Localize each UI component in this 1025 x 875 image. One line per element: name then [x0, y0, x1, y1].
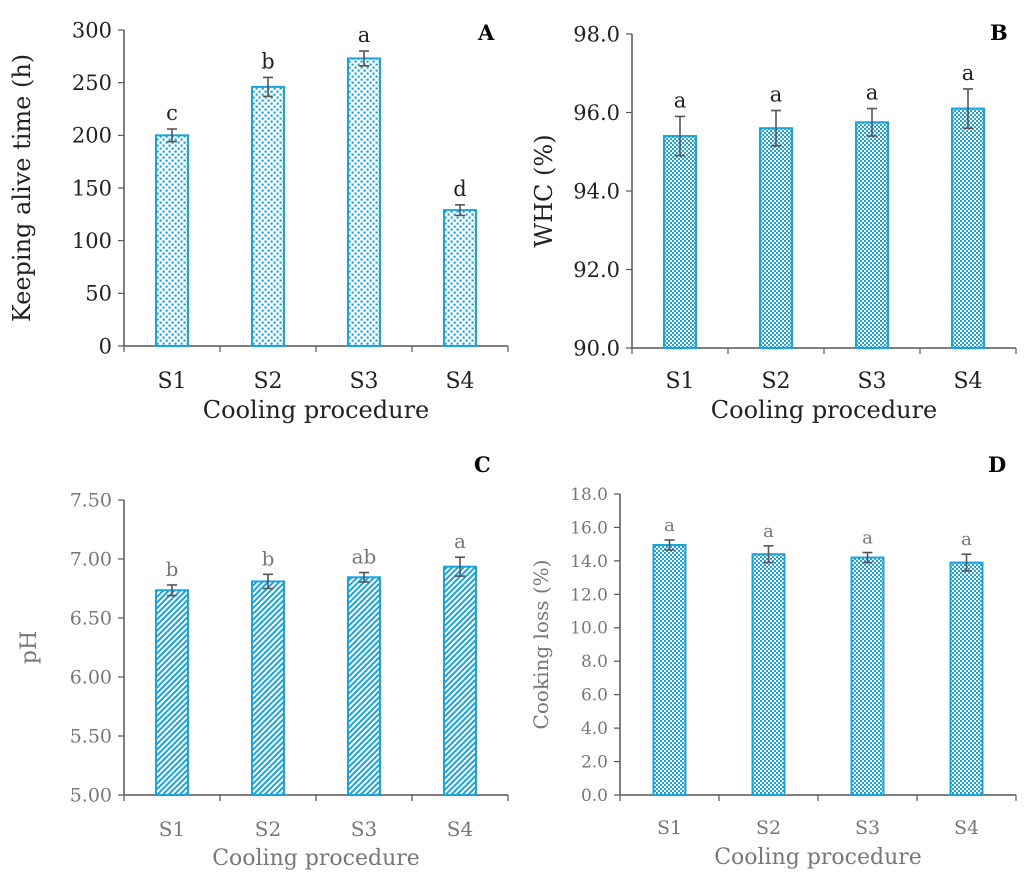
y-tick-label: 98.0 [573, 22, 620, 46]
panel-letter: D [988, 452, 1006, 477]
x-tick-label: S4 [953, 369, 982, 394]
significance-letter: a [358, 23, 371, 47]
bar-s3 [856, 122, 888, 348]
y-tick-label: 0 [99, 334, 112, 358]
bar-s3 [852, 558, 884, 795]
y-tick-label: 7.50 [70, 490, 112, 512]
bar-s1 [156, 135, 188, 346]
y-axis-label: Keeping alive time (h) [8, 54, 36, 322]
y-axis-label: pH [17, 631, 42, 664]
y-tick-label: 12.0 [570, 585, 608, 605]
x-tick-label: S1 [665, 369, 694, 394]
x-axis-label: Cooling procedure [212, 846, 420, 871]
y-tick-label: 6.00 [70, 667, 112, 689]
y-tick-label: 200 [72, 124, 112, 148]
chart-panel-b: 90.0 92.0 94.0 96.0 98.0 a S1 a S2 a S3 a S4 Cooling … [530, 20, 1016, 424]
y-tick-label: 18.0 [570, 485, 608, 505]
significance-letter: a [664, 515, 675, 536]
y-tick-label: 5.50 [70, 726, 112, 748]
x-axis-label: Cooling procedure [714, 845, 922, 870]
bar-s3 [348, 577, 380, 795]
x-tick-label: S1 [657, 817, 682, 839]
significance-letter: a [862, 528, 873, 549]
significance-letter: a [763, 521, 774, 542]
y-tick-label: 5.00 [70, 785, 112, 807]
bar-s2 [760, 128, 792, 348]
panels-layer: 0 50 100 150 200 250 300 c S1 b S2 a S3 d S4 Cooling pr… [8, 18, 1016, 871]
bar-s2 [252, 581, 284, 795]
x-tick-label: S3 [349, 369, 378, 394]
x-tick-label: S1 [159, 817, 185, 841]
y-tick-label: 8.0 [581, 652, 608, 672]
bar-s2 [753, 554, 785, 795]
significance-letter: a [454, 529, 466, 553]
chart-panel-a: 0 50 100 150 200 250 300 c S1 b S2 a S3 d S4 Cooling pr… [8, 18, 508, 424]
significance-letter: a [866, 81, 879, 105]
y-tick-label: 300 [72, 18, 112, 42]
panel-letter: B [990, 20, 1008, 45]
bar-s4 [444, 210, 476, 346]
y-tick-label: 100 [72, 229, 112, 253]
y-tick-label: 92.0 [573, 258, 620, 282]
y-tick-label: 0.0 [581, 786, 608, 806]
y-tick-label: 96.0 [573, 101, 620, 125]
y-tick-label: 7.00 [70, 549, 112, 571]
x-tick-label: S2 [756, 817, 781, 839]
chart-panel-c: 5.00 5.50 6.00 6.50 7.00 7.50 b S1 b S2 ab S3 a S4 Coo… [17, 452, 508, 871]
y-axis-label: Cooking loss (%) [529, 560, 553, 730]
y-tick-label: 10.0 [570, 619, 608, 639]
bar-s1 [156, 590, 188, 795]
bar-s4 [951, 563, 983, 795]
x-tick-label: S1 [157, 369, 186, 394]
x-tick-label: S3 [857, 369, 886, 394]
x-tick-label: S3 [351, 817, 377, 841]
x-tick-label: S2 [761, 369, 790, 394]
x-tick-label: S4 [445, 369, 474, 394]
bar-s1 [664, 136, 696, 348]
significance-letter: ab [352, 545, 377, 569]
significance-letter: c [166, 101, 178, 125]
x-tick-label: S2 [255, 817, 281, 841]
chart-panel-d: 0.0 2.0 4.0 6.0 8.0 10.0 12.0 14.0 16.0 18.0 a S1 a S… [529, 452, 1016, 870]
y-tick-label: 90.0 [573, 336, 620, 360]
x-tick-label: S4 [447, 817, 473, 841]
y-tick-label: 6.50 [70, 608, 112, 630]
y-tick-label: 94.0 [573, 179, 620, 203]
x-tick-label: S3 [855, 817, 880, 839]
y-tick-label: 150 [72, 176, 112, 200]
x-tick-label: S4 [954, 817, 979, 839]
y-tick-label: 16.0 [570, 518, 608, 538]
significance-letter: a [674, 88, 687, 112]
y-tick-label: 50 [85, 282, 112, 306]
significance-letter: b [166, 557, 179, 581]
y-tick-label: 14.0 [570, 552, 608, 572]
y-tick-label: 250 [72, 71, 112, 95]
panel-letter: C [474, 452, 491, 477]
significance-letter: a [770, 83, 783, 107]
significance-letter: b [261, 49, 274, 73]
significance-letter: d [453, 177, 466, 201]
significance-letter: a [961, 529, 972, 550]
bar-s1 [654, 545, 686, 795]
x-axis-label: Cooling procedure [203, 396, 430, 424]
y-tick-label: 2.0 [581, 753, 608, 773]
x-axis-label: Cooling procedure [711, 396, 938, 424]
x-tick-label: S2 [253, 369, 282, 394]
significance-letter: a [962, 61, 975, 85]
bar-s2 [252, 87, 284, 346]
significance-letter: b [262, 546, 275, 570]
bar-s3 [348, 58, 380, 346]
y-tick-label: 6.0 [581, 686, 608, 706]
y-tick-label: 4.0 [581, 719, 608, 739]
bar-s4 [952, 109, 984, 348]
bar-s4 [444, 567, 476, 795]
panel-letter: A [477, 20, 495, 45]
y-axis-label: WHC (%) [530, 134, 558, 247]
